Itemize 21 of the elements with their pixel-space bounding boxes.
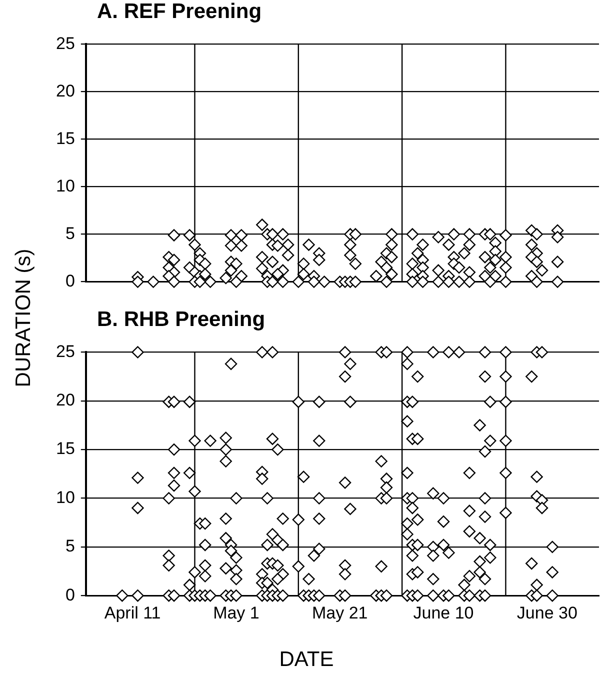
chart-title: B. RHB Preening xyxy=(97,308,266,332)
y-tick-label: 20 xyxy=(56,81,75,100)
chart-title: A. REF Preening xyxy=(97,0,262,24)
x-axis-title: DATE xyxy=(278,648,335,672)
x-tick-label: April 11 xyxy=(104,603,161,622)
x-tick-label: June 30 xyxy=(516,603,578,622)
y-tick-label: 5 xyxy=(65,536,75,556)
x-tick-label: May 1 xyxy=(213,603,260,622)
y-tick-label: 15 xyxy=(56,439,75,458)
y-tick-label: 10 xyxy=(56,488,75,507)
y-tick-label: 0 xyxy=(65,585,75,604)
y-tick-label: 25 xyxy=(56,34,75,53)
y-tick-label: 0 xyxy=(65,271,75,290)
x-tick-label: June 10 xyxy=(413,603,474,622)
y-tick-label: 10 xyxy=(56,176,75,196)
y-axis-title: DURATION (s) xyxy=(12,248,36,388)
y-tick-label: 5 xyxy=(65,224,75,243)
y-tick-label: 25 xyxy=(56,342,75,361)
x-tick-label: May 21 xyxy=(312,603,368,622)
y-tick-label: 15 xyxy=(56,128,75,148)
y-tick-label: 20 xyxy=(56,390,75,410)
